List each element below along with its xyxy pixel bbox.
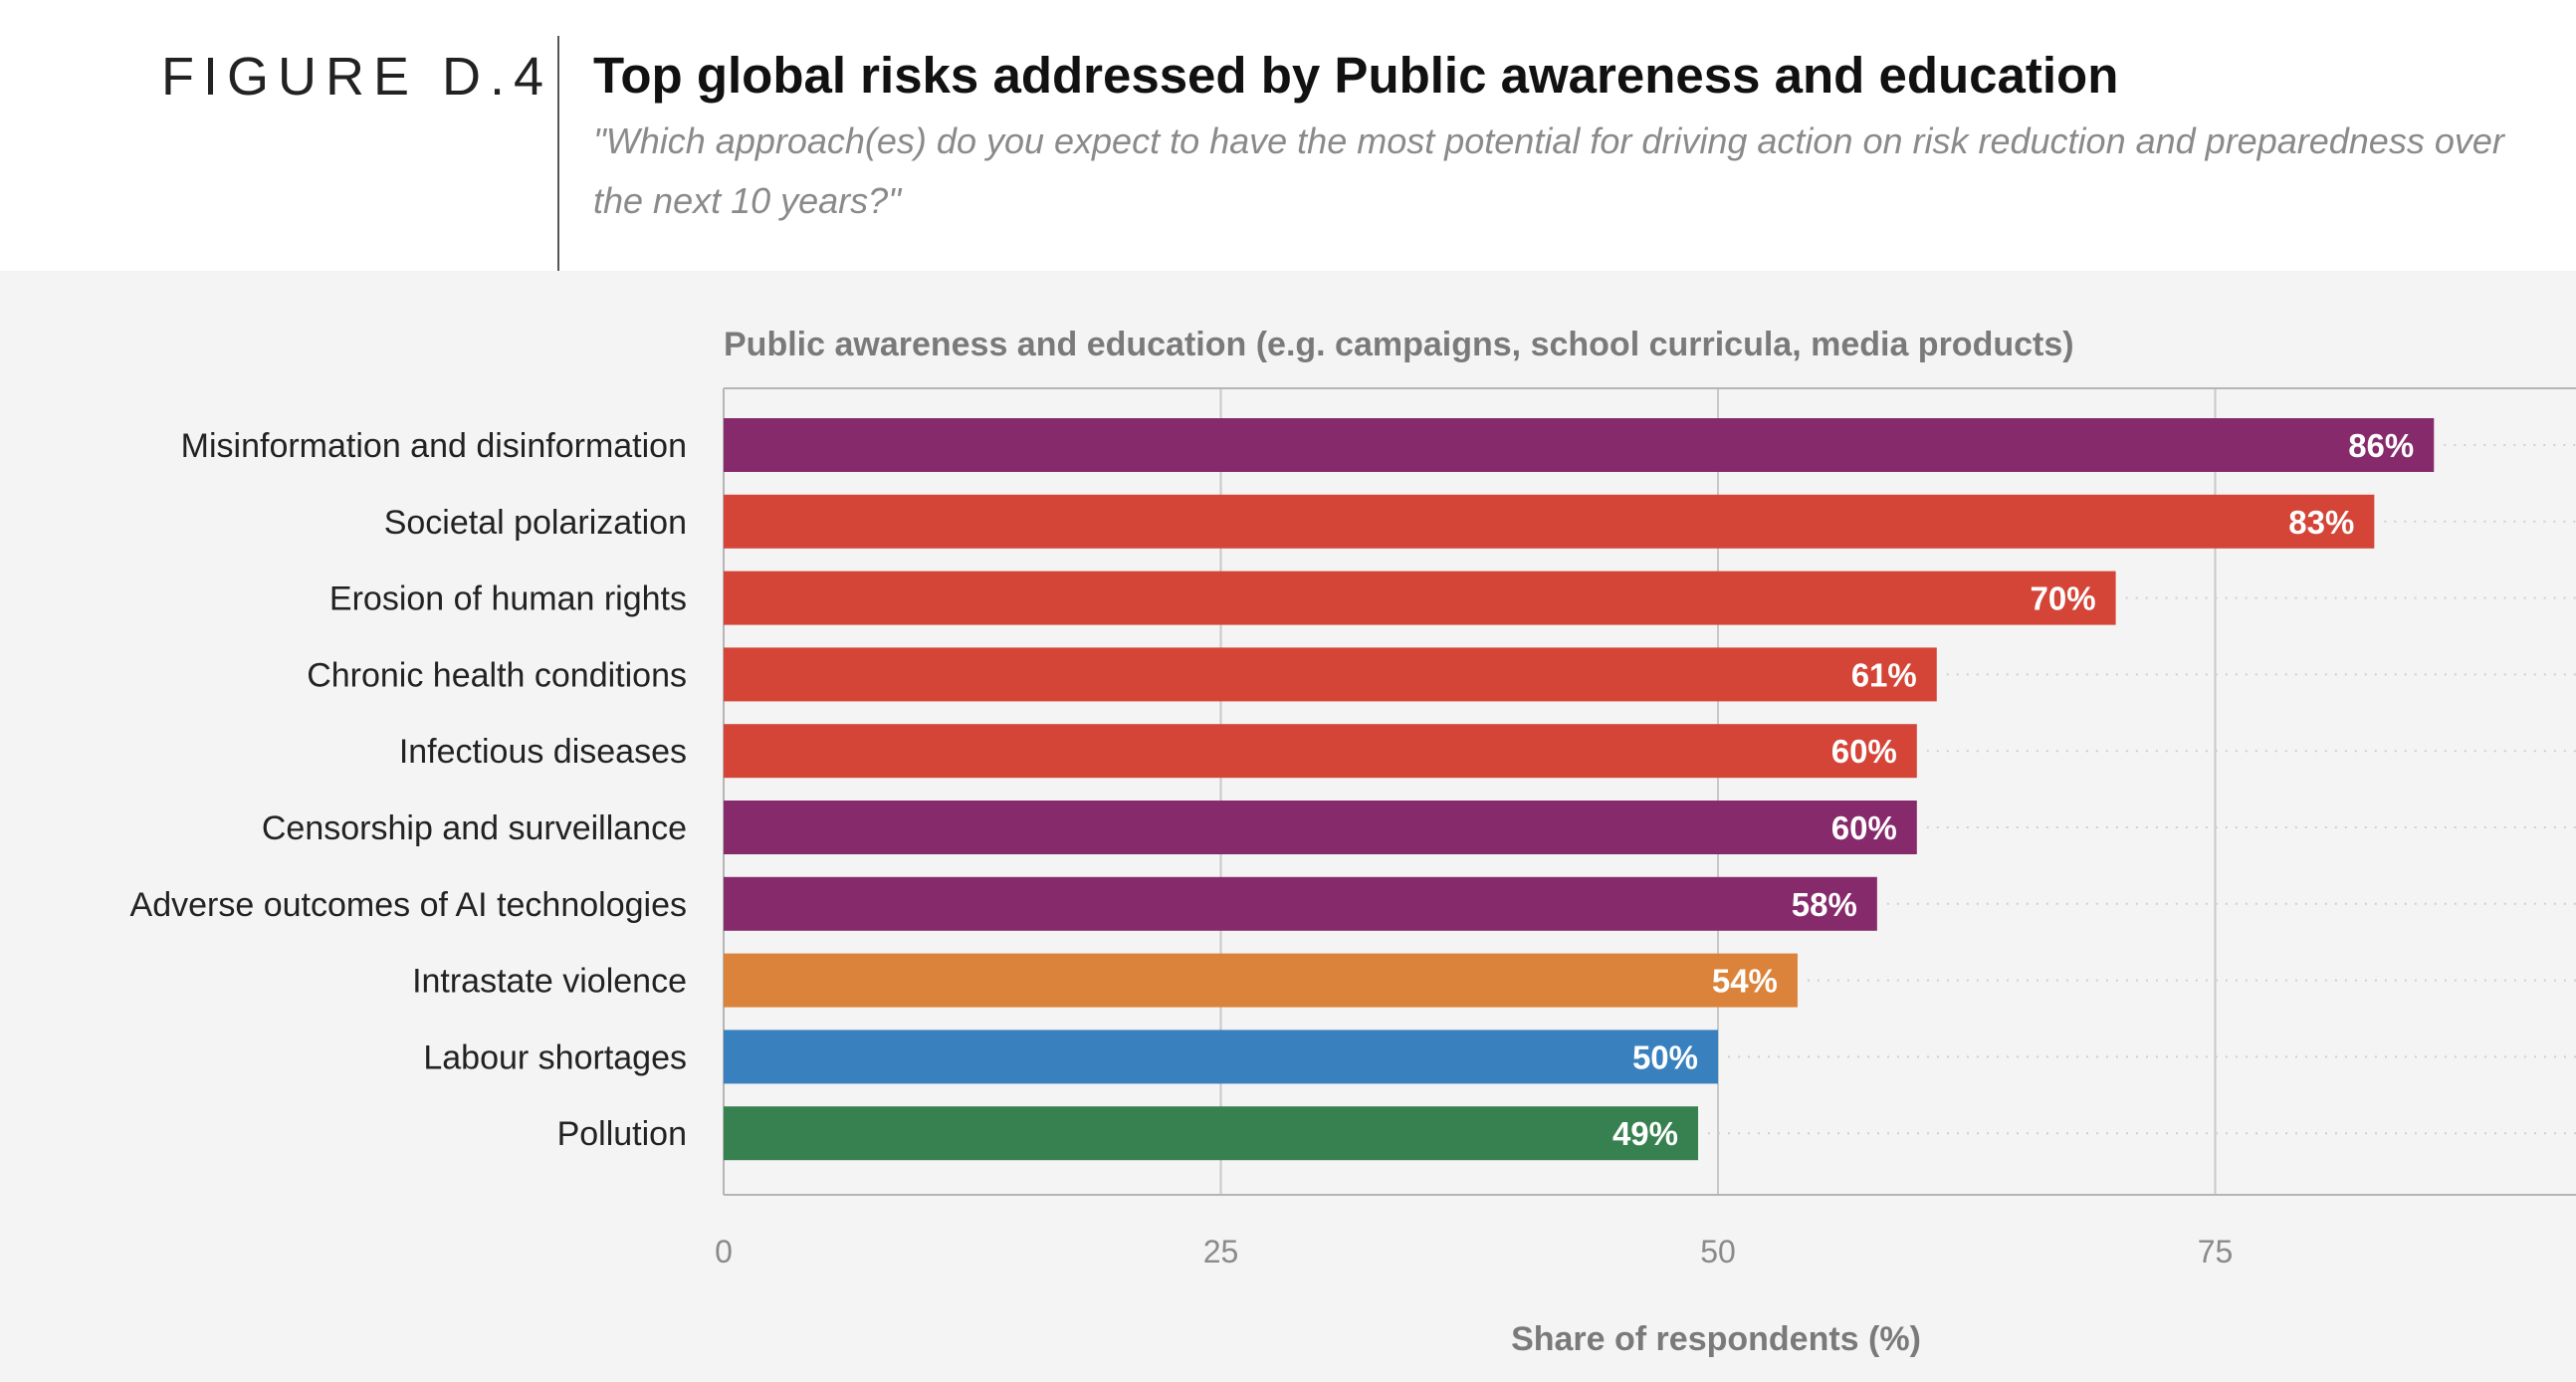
category-label: Misinformation and disinformation: [181, 427, 687, 465]
bar-value-label: 60%: [1831, 809, 1897, 846]
category-label: Censorship and surveillance: [262, 809, 687, 847]
bar-chart: Public awareness and education (e.g. cam…: [130, 326, 2576, 1358]
bar-value-label: 49%: [1612, 1115, 1678, 1152]
chart-title: Public awareness and education (e.g. cam…: [724, 326, 2074, 363]
bar: [724, 647, 1937, 702]
bar-value-label: 60%: [1831, 733, 1897, 770]
bar-value-label: 83%: [2288, 504, 2354, 541]
bar-value-label: 61%: [1851, 656, 1917, 693]
x-tick-label: 25: [1203, 1234, 1239, 1269]
bar: [724, 801, 1917, 854]
category-label: Erosion of human rights: [329, 580, 687, 618]
bar: [724, 876, 1877, 931]
x-tick-label: 75: [2198, 1234, 2234, 1269]
figure-subtitle: "Which approach(es) do you expect to hav…: [593, 120, 2504, 221]
bar-value-label: 70%: [2031, 580, 2096, 617]
figure-title: Top global risks addressed by Public awa…: [593, 47, 2119, 104]
bar-value-label: 54%: [1712, 963, 1778, 1000]
bar: [724, 571, 2116, 625]
bar: [724, 953, 1798, 1008]
figure-label: FIGURE D.4: [161, 47, 553, 107]
category-label: Chronic health conditions: [307, 656, 687, 694]
bar-value-label: 58%: [1792, 886, 1857, 923]
header-divider: [557, 36, 559, 271]
bar: [724, 724, 1917, 779]
category-label: Infectious diseases: [399, 733, 687, 771]
x-tick-label: 50: [1700, 1234, 1736, 1269]
category-label: Intrastate violence: [412, 963, 687, 1001]
bar-value-label: 50%: [1632, 1038, 1698, 1075]
bar: [724, 494, 2375, 549]
category-label: Adverse outcomes of AI technologies: [130, 886, 687, 924]
figure-header: FIGURE D.4 Top global risks addressed by…: [0, 0, 2576, 271]
category-label: Societal polarization: [384, 504, 687, 542]
chart-panel: Public awareness and education (e.g. cam…: [0, 271, 2576, 1382]
category-label: Pollution: [557, 1115, 687, 1153]
bar: [724, 1030, 1718, 1084]
bar: [724, 1106, 1699, 1161]
x-axis-title: Share of respondents (%): [1511, 1320, 1921, 1358]
bar-value-label: 86%: [2348, 427, 2414, 464]
category-label: Labour shortages: [423, 1038, 687, 1076]
x-tick-label: 0: [715, 1234, 733, 1269]
bar: [724, 418, 2435, 472]
